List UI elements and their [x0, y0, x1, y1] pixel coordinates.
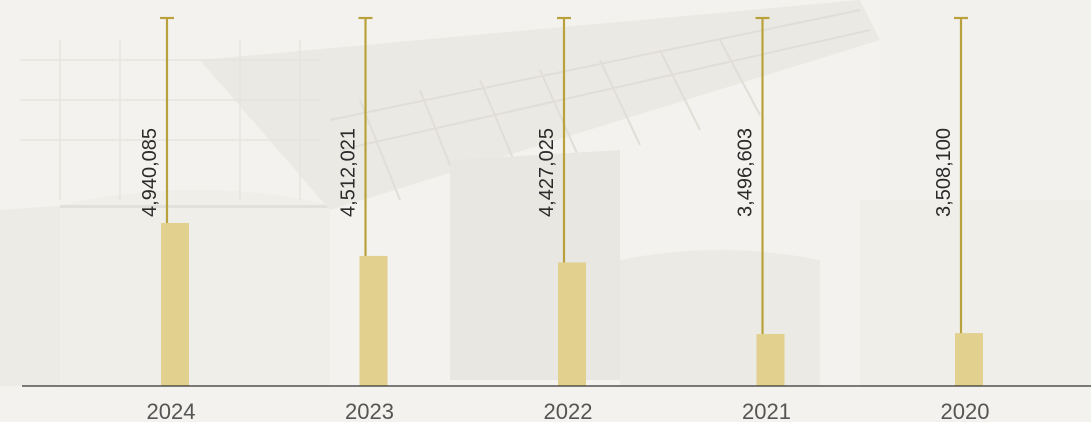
bar-2022: [558, 262, 586, 386]
data-label-2022: 4,427,025: [536, 128, 558, 217]
x-axis-tick-labels: 2024 2023 2022 2021 2020: [147, 399, 990, 422]
bar-2021: [756, 334, 785, 386]
data-label-2021: 3,496,603: [735, 128, 757, 217]
bar-2023: [359, 255, 388, 386]
data-labels: 4,940,085 4,512,021 4,427,025 3,496,603 3,50…: [139, 128, 955, 217]
tick-label-2022: 2022: [544, 399, 593, 422]
bar-2024: [161, 223, 189, 386]
tick-label-2024: 2024: [147, 399, 196, 422]
data-label-2020: 3,508,100: [933, 128, 955, 217]
data-label-2024: 4,940,085: [139, 128, 161, 217]
tick-label-2021: 2021: [742, 399, 791, 422]
data-label-2023: 4,512,021: [338, 128, 360, 217]
tick-label-2023: 2023: [345, 399, 394, 422]
bars: [161, 223, 983, 386]
bar-2020: [955, 333, 983, 386]
tick-label-2020: 2020: [941, 399, 990, 422]
